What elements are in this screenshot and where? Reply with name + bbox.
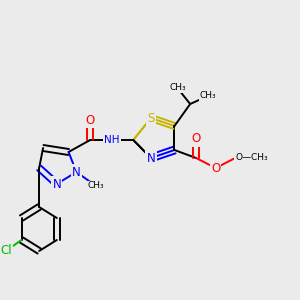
Text: N: N bbox=[72, 166, 81, 178]
Text: CH₃: CH₃ bbox=[88, 182, 104, 190]
Text: NH: NH bbox=[104, 135, 119, 145]
Text: O: O bbox=[85, 113, 95, 127]
Text: N: N bbox=[147, 152, 155, 164]
Text: CH₃: CH₃ bbox=[169, 83, 186, 92]
Text: O—CH₃: O—CH₃ bbox=[235, 154, 268, 163]
Text: Cl: Cl bbox=[0, 244, 12, 257]
Text: O: O bbox=[211, 161, 220, 175]
Text: O: O bbox=[191, 133, 201, 146]
Text: CH₃: CH₃ bbox=[200, 92, 216, 100]
Text: N: N bbox=[52, 178, 61, 190]
Text: S: S bbox=[147, 112, 155, 124]
